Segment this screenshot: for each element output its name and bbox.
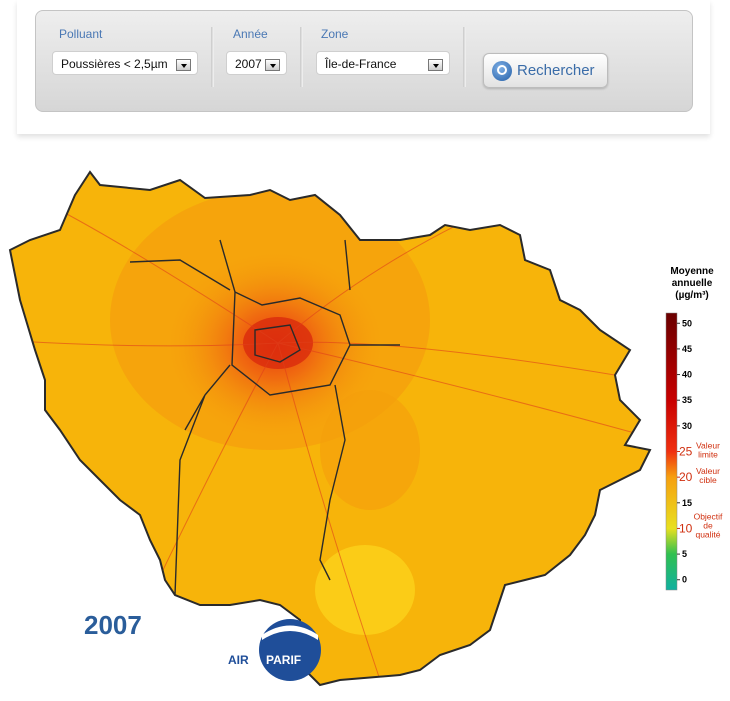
logo-left: AIR — [228, 653, 249, 667]
search-button[interactable]: Rechercher — [483, 53, 608, 88]
select-value: Poussières < 2,5µm — [61, 57, 168, 71]
department-borders — [129, 239, 400, 596]
field-label: Polluant — [59, 27, 103, 41]
threshold-label: limite — [698, 450, 718, 460]
legend-tick-label: 15 — [682, 498, 692, 508]
logo-right: PARIF — [266, 653, 301, 667]
legend-tick-label: 45 — [682, 344, 692, 354]
map: 2007 AIR PARIF Moyenneannuelle(µg/m³)504… — [9, 171, 723, 686]
threshold-label: cible — [699, 475, 717, 485]
threshold-value: 25 — [679, 445, 693, 459]
logo-skyline — [262, 625, 318, 640]
legend-tick-label: 5 — [682, 549, 687, 559]
select-value: 2007 — [235, 57, 262, 71]
legend-tick-label: 40 — [682, 370, 692, 380]
threshold-label: Valeur — [696, 441, 720, 451]
dropdown-arrow — [428, 59, 443, 71]
map-year: 2007 — [84, 610, 142, 640]
threshold-label: de — [703, 520, 713, 530]
legend-tick-label: 35 — [682, 395, 692, 405]
threshold-label: Valeur — [696, 466, 720, 476]
threshold-label: Objectif — [694, 511, 723, 521]
threshold-label: qualité — [695, 529, 720, 539]
field-label: Année — [233, 27, 268, 41]
color-bar — [665, 312, 678, 591]
button-label: Rechercher — [517, 62, 595, 79]
legend-title: annuelle — [672, 278, 713, 289]
legend-tick-label: 0 — [682, 575, 687, 585]
threshold-value: 10 — [679, 521, 693, 535]
field-label: Zone — [321, 27, 349, 41]
legend-title: Moyenne — [670, 266, 714, 277]
search-container: Polluant Poussières < 2,5µm Année 2007 Z… — [17, 0, 710, 134]
search-icon — [492, 61, 512, 81]
separator — [300, 27, 303, 87]
separator — [463, 27, 466, 87]
separator — [211, 27, 214, 87]
search-panel: Polluant Poussières < 2,5µm Année 2007 Z… — [35, 10, 693, 112]
legend-tick-label: 50 — [682, 318, 692, 328]
select-value: Île-de-France — [325, 57, 397, 71]
dropdown-arrow — [265, 59, 280, 71]
select-polluant[interactable]: Poussières < 2,5µm — [52, 51, 198, 75]
select-zone[interactable]: Île-de-France — [316, 51, 450, 75]
legend-tick-label: 30 — [682, 421, 692, 431]
legend-title: (µg/m³) — [675, 290, 709, 301]
threshold-value: 20 — [679, 470, 693, 484]
logo-circle — [259, 619, 321, 681]
select-annee[interactable]: 2007 — [226, 51, 287, 75]
dropdown-arrow — [176, 59, 191, 71]
